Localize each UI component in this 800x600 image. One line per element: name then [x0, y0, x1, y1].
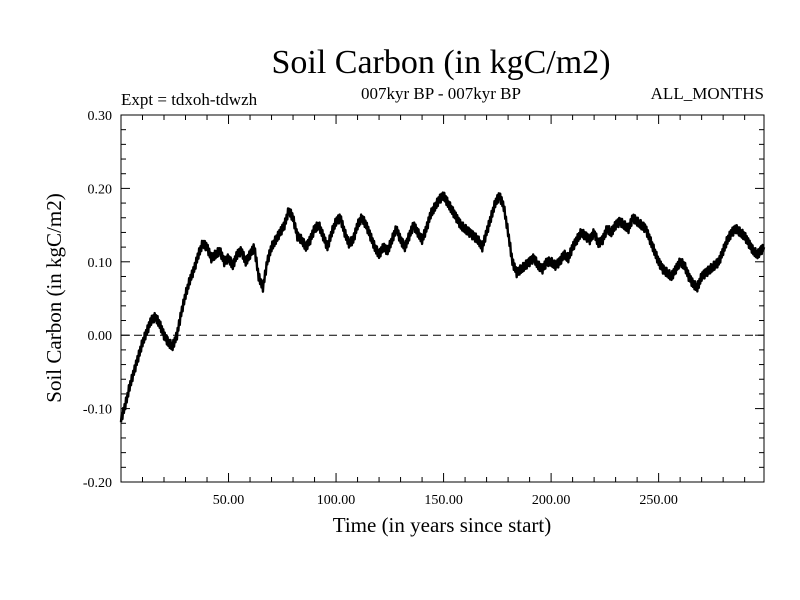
- y-tick-label: -0.20: [83, 476, 112, 491]
- series-line: [119, 191, 766, 423]
- x-axis-label: Time (in years since start): [333, 513, 552, 537]
- y-tick-label: 0.20: [88, 182, 113, 197]
- y-tick-label: -0.10: [83, 403, 112, 418]
- plot-frame: [120, 114, 765, 483]
- y-tick-label: 0.00: [88, 329, 113, 344]
- y-tick-label: 0.10: [88, 256, 113, 271]
- y-axis-label: Soil Carbon (in kgC/m2): [42, 193, 66, 402]
- x-tick-label: 250.00: [639, 493, 678, 508]
- y-tick-label: 0.30: [88, 109, 113, 124]
- plot-area: 50.00 100.00 150.00 200.00 250.00 -0.20 -0.10 0…: [83, 109, 766, 508]
- experiment-label: Expt = tdxoh-tdwzh: [121, 90, 258, 109]
- x-tick-label: 200.00: [532, 493, 571, 508]
- chart-subtitle: 007kyr BP - 007kyr BP: [361, 84, 521, 103]
- x-tick-label: 50.00: [213, 493, 245, 508]
- x-tick-label: 100.00: [317, 493, 356, 508]
- period-label: ALL_MONTHS: [651, 84, 764, 103]
- chart-title: Soil Carbon (in kgC/m2): [271, 44, 610, 81]
- x-tick-label: 150.00: [424, 493, 463, 508]
